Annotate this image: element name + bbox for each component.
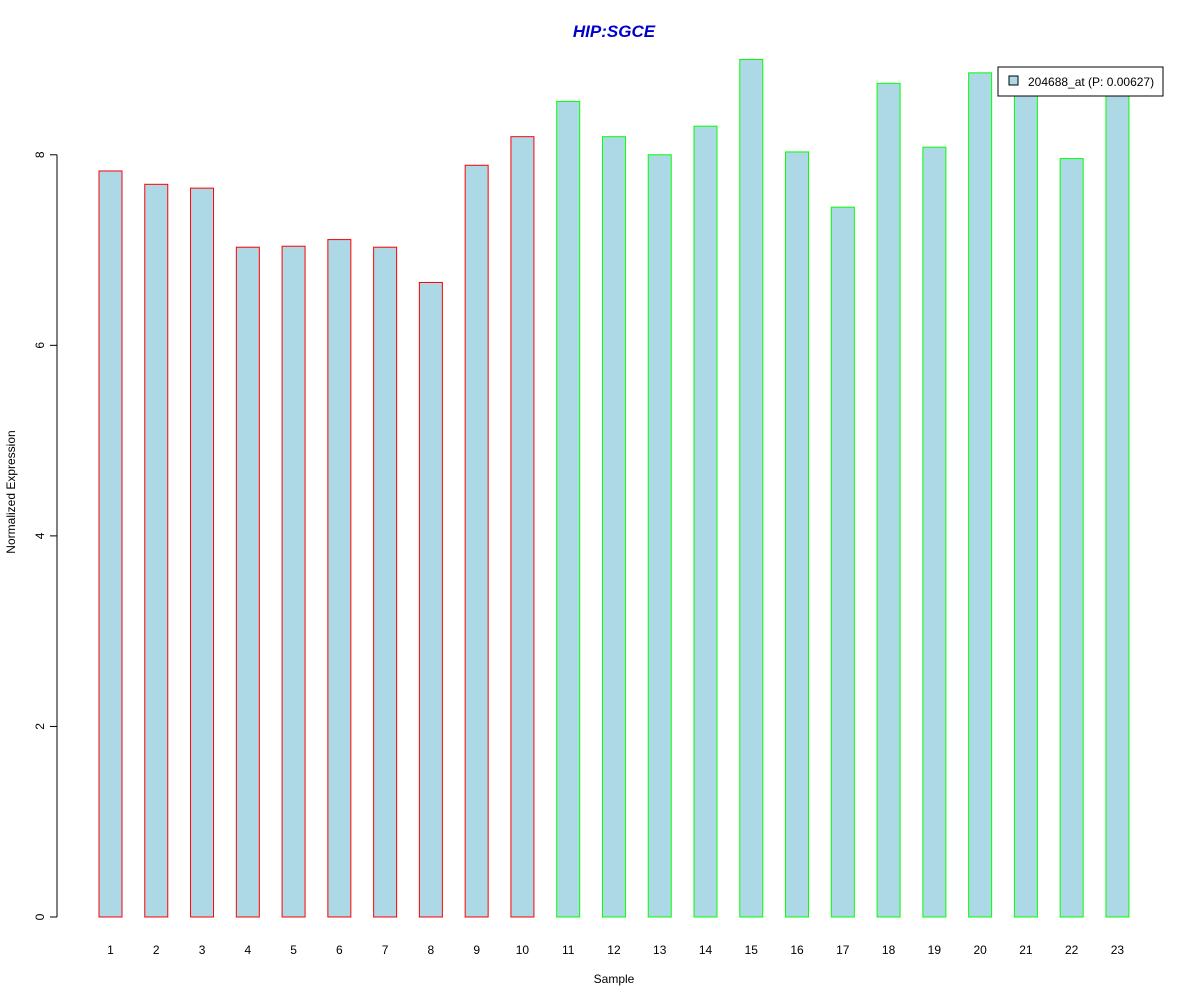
y-tick-label: 0 — [33, 913, 47, 920]
x-tick-label: 18 — [882, 943, 896, 957]
chart-title: HIP:SGCE — [573, 22, 656, 41]
x-tick-label: 7 — [382, 943, 389, 957]
x-tick-label: 20 — [973, 943, 987, 957]
bar-sample-2 — [144, 183, 169, 918]
x-tick-label: 10 — [516, 943, 530, 957]
bar-sample-1 — [98, 170, 123, 918]
bars — [98, 59, 1130, 918]
bar-sample-14 — [693, 125, 718, 918]
legend-swatch — [1008, 75, 1019, 86]
bar-sample-10 — [510, 136, 535, 918]
bar-sample-17 — [830, 206, 855, 918]
bar-sample-22 — [1059, 158, 1084, 918]
bar-sample-21 — [1013, 95, 1038, 918]
bar-sample-7 — [373, 246, 398, 918]
y-tick-label: 4 — [33, 532, 47, 539]
bar-sample-11 — [556, 100, 581, 918]
legend: 204688_at (P: 0.00627) — [997, 66, 1164, 97]
x-tick-label: 8 — [428, 943, 435, 957]
bar-sample-5 — [281, 245, 306, 918]
x-tick-label: 9 — [473, 943, 480, 957]
y-axis-title: Normalized Expression — [4, 430, 18, 553]
x-tick-labels: 1 2 3 4 5 6 7 8 9 10 11 12 13 14 15 16 17 18 19 20 21 22 23 — [107, 943, 1124, 957]
x-tick-label: 19 — [928, 943, 942, 957]
x-tick-label: 15 — [745, 943, 759, 957]
y-tick-label: 6 — [33, 342, 47, 349]
bar-sample-16 — [785, 151, 810, 918]
bar-sample-3 — [190, 187, 215, 918]
bar-sample-18 — [876, 82, 901, 918]
bar-sample-15 — [739, 59, 764, 918]
x-tick-label: 2 — [153, 943, 160, 957]
bar-sample-23 — [1105, 93, 1130, 918]
x-tick-label: 21 — [1019, 943, 1033, 957]
bar-sample-9 — [464, 164, 489, 918]
bar-sample-8 — [418, 281, 443, 918]
bar-sample-4 — [235, 246, 260, 918]
x-tick-label: 5 — [290, 943, 297, 957]
bar-sample-20 — [968, 72, 993, 918]
x-tick-label: 16 — [790, 943, 804, 957]
x-tick-label: 6 — [336, 943, 343, 957]
x-tick-label: 23 — [1111, 943, 1125, 957]
x-tick-label: 22 — [1065, 943, 1079, 957]
bar-sample-19 — [922, 146, 947, 918]
bar-sample-13 — [647, 154, 672, 918]
x-tick-label: 14 — [699, 943, 713, 957]
x-tick-label: 11 — [562, 943, 575, 957]
x-tick-label: 17 — [836, 943, 850, 957]
bar-sample-6 — [327, 239, 352, 918]
x-tick-label: 12 — [607, 943, 621, 957]
x-tick-label: 13 — [653, 943, 667, 957]
x-tick-label: 3 — [199, 943, 206, 957]
y-tick-label: 2 — [33, 723, 47, 730]
y-tick-label: 8 — [33, 151, 47, 158]
x-tick-label: 1 — [107, 943, 114, 957]
bar-sample-12 — [601, 136, 626, 918]
x-axis-title: Sample — [594, 972, 635, 986]
legend-label: 204688_at (P: 0.00627) — [1028, 75, 1154, 89]
legend-box — [997, 66, 1164, 97]
x-tick-label: 4 — [244, 943, 251, 957]
y-axis: 0 2 4 6 8 — [33, 151, 58, 920]
